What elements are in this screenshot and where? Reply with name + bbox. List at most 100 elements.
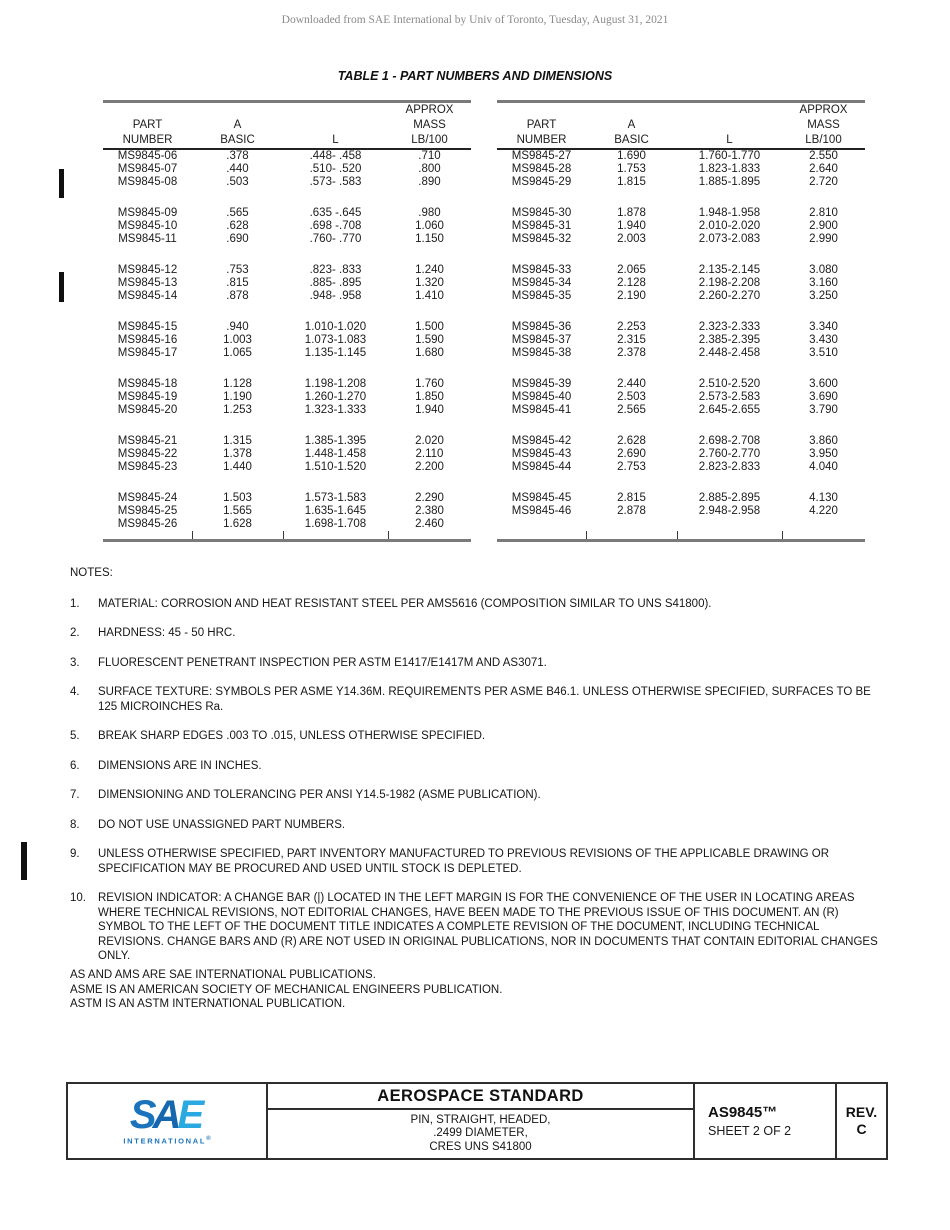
table-cell: 1.948-1.958	[698, 207, 761, 219]
table-row: MS9845-25 1.565 1.635-1.645 2.380	[103, 505, 471, 518]
table-cell: 1.510-1.520	[304, 461, 367, 473]
table-cell: 2.510-2.520	[698, 378, 761, 390]
change-bar-3	[21, 842, 27, 880]
table-header-row: NUMBER BASIC L LB/100	[103, 133, 471, 150]
sae-logo-letter-a: A	[152, 1092, 182, 1137]
table-cell: 2.698-2.708	[698, 435, 761, 447]
spacer-row	[497, 474, 865, 492]
table-row: MS9845-40 2.503 2.573-2.583 3.690	[497, 391, 865, 404]
table-cell: 1.150	[415, 233, 444, 245]
table-header-cell: A	[233, 119, 242, 131]
note-number: 3.	[70, 656, 80, 669]
column-tick-row	[103, 531, 471, 540]
table-cell: MS9845-16	[117, 334, 178, 346]
sheet-indicator: SHEET 2 OF 2	[708, 1124, 792, 1138]
table-header-cell: PART	[526, 119, 557, 131]
table-header-cell	[497, 102, 586, 119]
table-header-cell: A	[627, 119, 636, 131]
table-cell: MS9845-29	[511, 176, 572, 188]
table-row: MS9845-37 2.315 2.385-2.395 3.430	[497, 334, 865, 347]
table-header-row: PART A MASS	[497, 118, 865, 133]
table-cell: 2.065	[617, 264, 646, 276]
table-cell: MS9845-45	[511, 492, 572, 504]
table-cell: MS9845-06	[117, 150, 178, 162]
table-cell: 1.698-1.708	[304, 518, 367, 530]
table-cell: 2.110	[415, 448, 444, 460]
table-cell: 3.510	[809, 347, 838, 359]
note-text: DO NOT USE UNASSIGNED PART NUMBERS.	[98, 818, 346, 831]
table-cell: 1.190	[223, 391, 252, 403]
table-cell: 2.440	[617, 378, 646, 390]
table-cell: .823- .833	[309, 264, 362, 276]
table-cell: 2.378	[617, 347, 646, 359]
table-cell: .698 -.708	[309, 220, 362, 232]
table-cell: 1.240	[415, 264, 444, 276]
table-cell: 2.010-2.020	[698, 220, 761, 232]
table-cell: 1.635-1.645	[304, 505, 367, 517]
table-cell: 2.640	[809, 163, 838, 175]
table-cell: MS9845-38	[511, 347, 572, 359]
table-cell: 2.565	[617, 404, 646, 416]
table-cell: MS9845-07	[117, 163, 178, 175]
table-cell: 2.380	[415, 505, 444, 517]
table-cell: 2.315	[617, 334, 646, 346]
table-cell: 4.040	[809, 461, 838, 473]
table-cell: 1.760-1.770	[698, 150, 761, 162]
table-row: MS9845-39 2.440 2.510-2.520 3.600	[497, 378, 865, 391]
table-cell: 2.720	[809, 176, 838, 188]
table-cell: MS9845-40	[511, 391, 572, 403]
note-text: HARDNESS: 45 - 50 HRC.	[98, 627, 236, 639]
table-cell: 2.810	[809, 207, 838, 219]
table-cell: 1.410	[415, 290, 444, 302]
table-cell: 1.940	[617, 220, 646, 232]
table-cell: 2.645-2.655	[698, 404, 761, 416]
table-cell: MS9845-11	[118, 233, 177, 245]
table-row: MS9845-06 .378 .448- .458 .710	[103, 149, 471, 163]
table-row: MS9845-35 2.190 2.260-2.270 3.250	[497, 290, 865, 303]
column-tick-row	[497, 531, 865, 540]
table-cell: .710	[418, 150, 441, 162]
table-cell: MS9845-23	[117, 461, 178, 473]
table-cell: .565	[226, 207, 249, 219]
spacer-row	[497, 360, 865, 378]
table-row: MS9845-15 .940 1.010-1.020 1.500	[103, 321, 471, 334]
table-cell: MS9845-41	[511, 404, 572, 416]
table-row: MS9845-17 1.065 1.135-1.145 1.680	[103, 347, 471, 360]
sae-logo-subtitle: INTERNATIONAL®	[123, 1135, 211, 1146]
spacer-row	[103, 303, 471, 321]
table-header-cell: PART	[132, 119, 163, 131]
table-cell: .690	[226, 233, 249, 245]
table-row: MS9845-41 2.565 2.645-2.655 3.790	[497, 404, 865, 417]
table-row: MS9845-14 .878 .948- .958 1.410	[103, 290, 471, 303]
sae-logo-letters: SAE	[130, 1095, 204, 1135]
table-cell: 2.460	[415, 518, 444, 530]
table-cell: MS9845-25	[117, 505, 178, 517]
table-cell: 2.190	[617, 290, 646, 302]
table-row: MS9845-24 1.503 1.573-1.583 2.290	[103, 492, 471, 505]
table-cell: 2.323-2.333	[698, 321, 761, 333]
table-cell: .890	[418, 176, 441, 188]
table-cell: 2.948-2.958	[698, 505, 761, 517]
table-row: MS9845-42 2.628 2.698-2.708 3.860	[497, 435, 865, 448]
table-cell: 2.760-2.770	[698, 448, 761, 460]
note-item: 5. BREAK SHARP EDGES .003 TO .015, UNLESS…	[70, 729, 888, 744]
table-header-row: PART A MASS	[103, 118, 471, 133]
table-header-cell: LB/100	[388, 133, 471, 150]
doc-type-heading: AEROSPACE STANDARD	[268, 1084, 693, 1110]
note-item: 2. HARDNESS: 45 - 50 HRC.	[70, 626, 888, 641]
table-cell: 3.790	[809, 404, 838, 416]
note-item: 9. UNLESS OTHERWISE SPECIFIED, PART INVEN…	[70, 847, 888, 876]
table-cell: MS9845-09	[117, 207, 178, 219]
table-cell: .503	[226, 176, 249, 188]
table-cell: 1.823-1.833	[698, 163, 761, 175]
table-row: MS9845-07 .440 .510- .520 .800	[103, 163, 471, 176]
table-cell: 2.878	[617, 505, 646, 517]
table-cell: .885- .895	[309, 277, 362, 289]
table-row: MS9845-38 2.378 2.448-2.458 3.510	[497, 347, 865, 360]
table-header-cell: MASS	[413, 119, 446, 131]
table-cell: MS9845-24	[117, 492, 178, 504]
table-cell: 1.060	[415, 220, 444, 232]
table-cell: 1.253	[223, 404, 252, 416]
table-header-cell	[283, 102, 388, 119]
rev-label: REV.	[845, 1104, 878, 1120]
